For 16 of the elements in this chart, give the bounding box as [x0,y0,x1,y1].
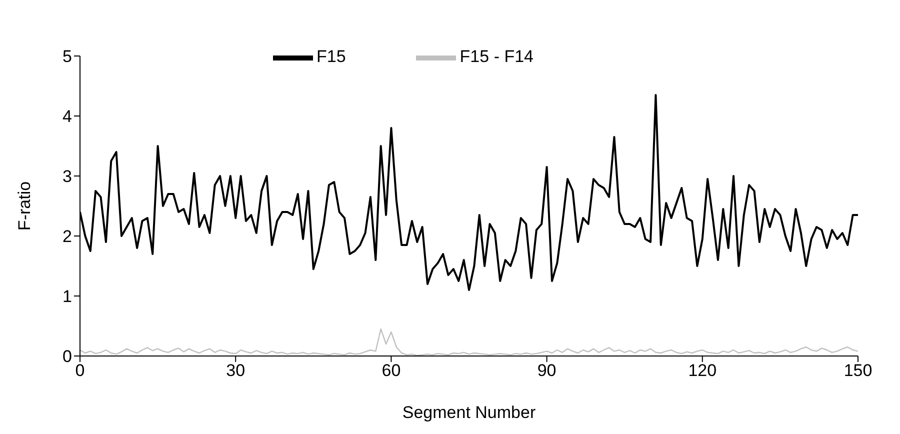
y-tick-label: 4 [62,107,72,126]
x-tick-label: 150 [844,361,872,380]
y-tick-label: 5 [62,47,72,66]
y-tick-label: 2 [62,227,72,246]
x-tick-label: 120 [688,361,717,380]
x-axis-title: Segment Number [402,403,536,422]
x-tick-label: 60 [382,361,401,380]
x-tick-label: 30 [226,361,246,380]
y-tick-label: 1 [62,287,72,306]
y-tick-label: 0 [62,347,72,366]
x-tick-label: 0 [75,361,85,380]
legend-label: F15 - F14 [460,47,534,66]
legend-label: F15 [316,47,346,66]
y-tick-label: 3 [62,167,72,186]
y-axis-title: F-ratio [15,181,34,231]
x-tick-label: 90 [537,361,556,380]
